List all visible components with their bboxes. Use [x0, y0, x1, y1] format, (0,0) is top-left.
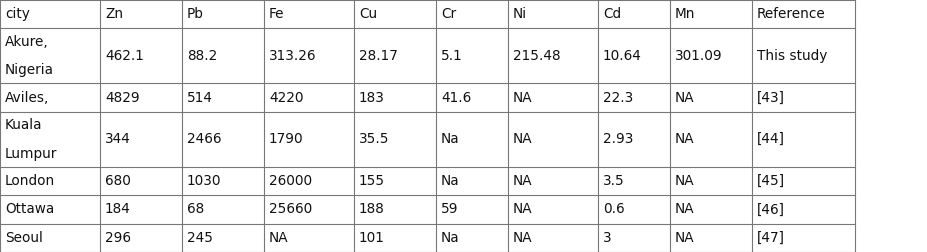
Text: [46]: [46] [757, 202, 785, 216]
Text: NA: NA [675, 231, 694, 245]
Text: 155: 155 [359, 174, 385, 188]
Text: NA: NA [513, 132, 533, 146]
Text: [47]: [47] [757, 231, 785, 245]
Text: 215.48: 215.48 [513, 49, 561, 63]
Text: NA: NA [675, 91, 694, 105]
Text: Nigeria: Nigeria [5, 63, 54, 77]
Text: 301.09: 301.09 [675, 49, 723, 63]
Text: [44]: [44] [757, 132, 785, 146]
Text: Ottawa: Ottawa [5, 202, 55, 216]
Text: Fe: Fe [269, 7, 285, 21]
Text: Seoul: Seoul [5, 231, 43, 245]
Text: Pb: Pb [187, 7, 204, 21]
Text: 68: 68 [187, 202, 204, 216]
Text: NA: NA [675, 132, 694, 146]
Text: NA: NA [675, 202, 694, 216]
Text: 0.6: 0.6 [603, 202, 625, 216]
Text: Na: Na [441, 231, 460, 245]
Text: [45]: [45] [757, 174, 785, 188]
Text: Zn: Zn [105, 7, 123, 21]
Text: 3: 3 [603, 231, 612, 245]
Text: NA: NA [513, 231, 533, 245]
Text: 188: 188 [359, 202, 385, 216]
Text: 35.5: 35.5 [359, 132, 389, 146]
Text: 183: 183 [359, 91, 385, 105]
Text: Aviles,: Aviles, [5, 91, 49, 105]
Text: 462.1: 462.1 [105, 49, 144, 63]
Text: [43]: [43] [757, 91, 785, 105]
Text: 1790: 1790 [269, 132, 304, 146]
Text: city: city [5, 7, 30, 21]
Text: 2466: 2466 [187, 132, 222, 146]
Text: NA: NA [513, 174, 533, 188]
Text: 313.26: 313.26 [269, 49, 316, 63]
Text: 4829: 4829 [105, 91, 140, 105]
Text: Na: Na [441, 174, 460, 188]
Text: 3.5: 3.5 [603, 174, 625, 188]
Text: Akure,: Akure, [5, 35, 49, 49]
Text: 4220: 4220 [269, 91, 303, 105]
Text: Cr: Cr [441, 7, 456, 21]
Text: Ni: Ni [513, 7, 527, 21]
Text: 41.6: 41.6 [441, 91, 471, 105]
Text: 296: 296 [105, 231, 131, 245]
Text: London: London [5, 174, 56, 188]
Text: 10.64: 10.64 [603, 49, 641, 63]
Text: 184: 184 [105, 202, 131, 216]
Text: Na: Na [441, 132, 460, 146]
Text: NA: NA [269, 231, 288, 245]
Text: 28.17: 28.17 [359, 49, 398, 63]
Text: 88.2: 88.2 [187, 49, 217, 63]
Text: 1030: 1030 [187, 174, 222, 188]
Text: 22.3: 22.3 [603, 91, 633, 105]
Text: NA: NA [513, 91, 533, 105]
Text: Reference: Reference [757, 7, 826, 21]
Text: 5.1: 5.1 [441, 49, 463, 63]
Text: This study: This study [757, 49, 828, 63]
Text: 514: 514 [187, 91, 213, 105]
Text: Cd: Cd [603, 7, 621, 21]
Text: Cu: Cu [359, 7, 377, 21]
Text: 59: 59 [441, 202, 459, 216]
Text: 245: 245 [187, 231, 213, 245]
Text: Lumpur: Lumpur [5, 147, 57, 161]
Text: 25660: 25660 [269, 202, 312, 216]
Text: 101: 101 [359, 231, 385, 245]
Text: NA: NA [513, 202, 533, 216]
Text: 344: 344 [105, 132, 131, 146]
Text: Mn: Mn [675, 7, 695, 21]
Text: 26000: 26000 [269, 174, 312, 188]
Text: NA: NA [675, 174, 694, 188]
Text: 680: 680 [105, 174, 131, 188]
Text: Kuala: Kuala [5, 118, 43, 132]
Text: 2.93: 2.93 [603, 132, 633, 146]
